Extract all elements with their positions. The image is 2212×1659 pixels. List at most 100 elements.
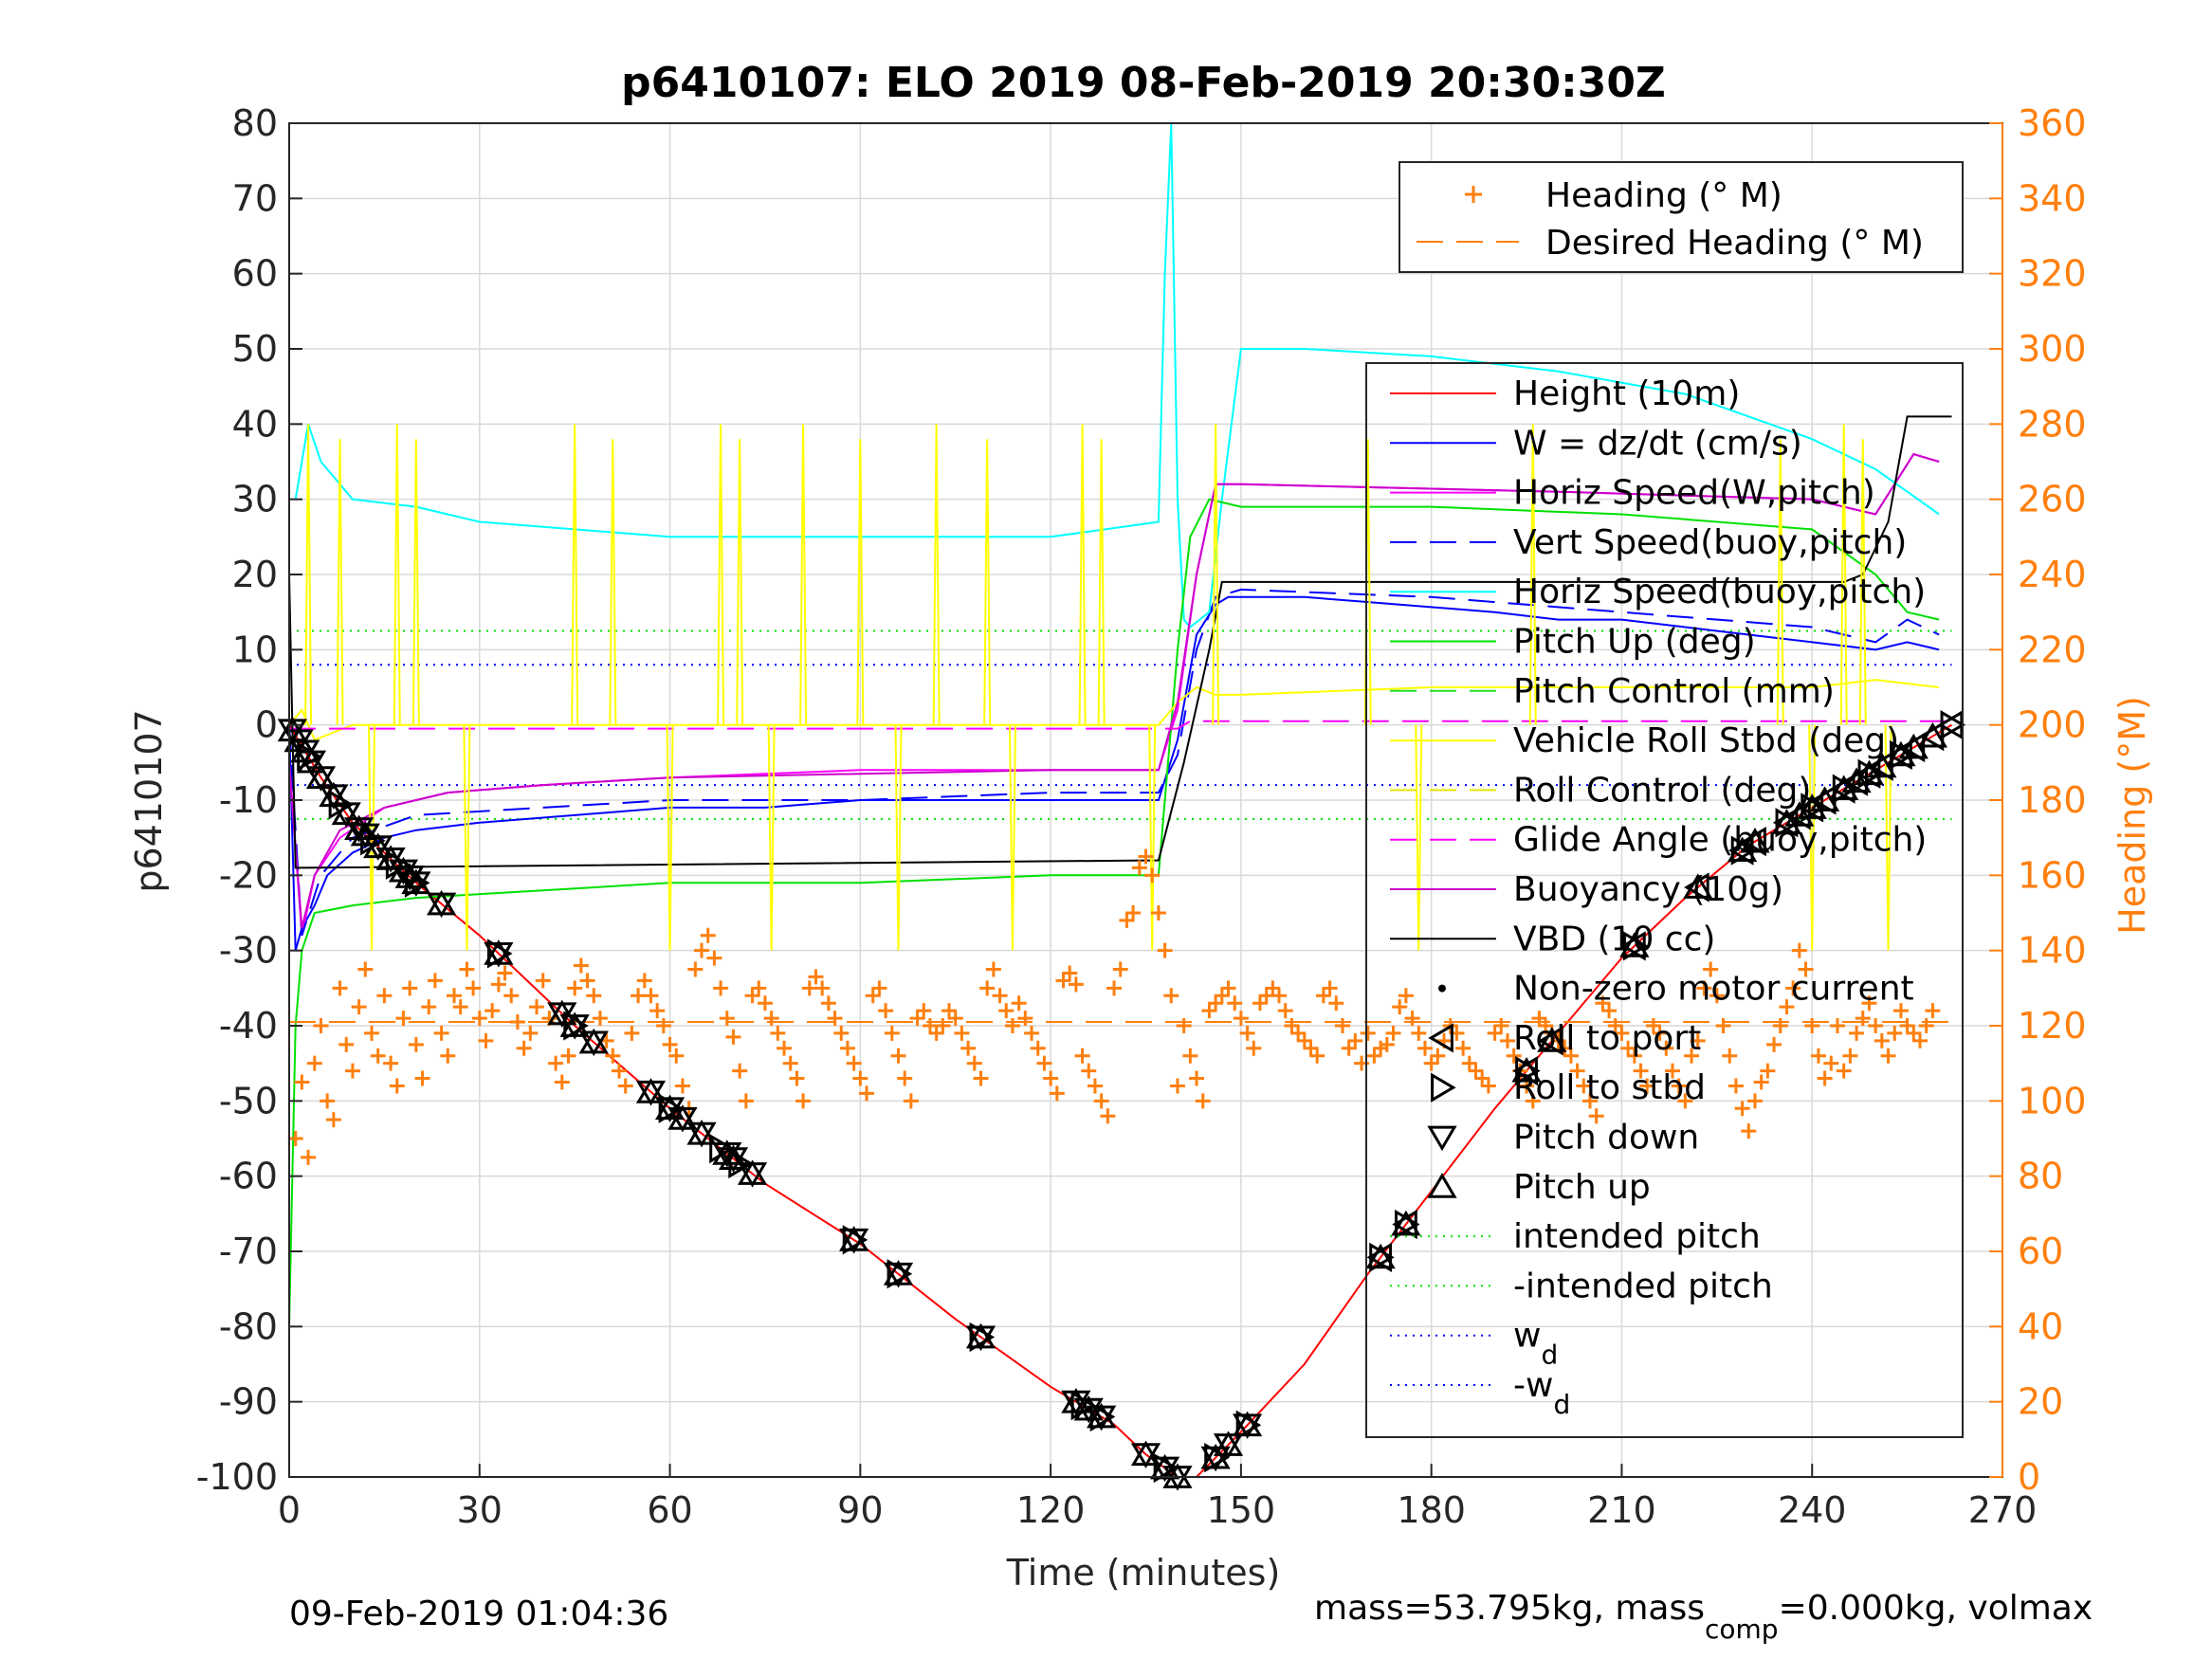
heading-point bbox=[770, 1025, 786, 1041]
heading-point bbox=[402, 980, 418, 996]
heading-point bbox=[1880, 1048, 1896, 1064]
y-tick-label: 20 bbox=[232, 554, 278, 595]
roll-spike bbox=[666, 724, 674, 951]
heading-point bbox=[612, 1063, 628, 1079]
heading-point bbox=[408, 1036, 424, 1052]
heading-point bbox=[1227, 995, 1243, 1012]
roll-spike bbox=[1528, 424, 1537, 725]
roll-spike bbox=[609, 439, 617, 725]
heading-point bbox=[1709, 988, 1725, 1004]
heading-point bbox=[301, 1149, 317, 1165]
y2-tick-label: 0 bbox=[2018, 1456, 2040, 1498]
y-tick-label: 0 bbox=[255, 704, 278, 746]
heading-point bbox=[916, 1003, 932, 1019]
heading-point bbox=[554, 1074, 570, 1090]
marker-roll-to-stbd bbox=[1890, 739, 1915, 771]
heading-point bbox=[1804, 1018, 1820, 1033]
heading-point bbox=[960, 1040, 977, 1056]
roll-spike bbox=[1148, 724, 1157, 951]
heading-point bbox=[655, 1018, 671, 1033]
roll-spike bbox=[717, 424, 725, 725]
heading-point bbox=[1703, 961, 1719, 977]
marker-layer bbox=[277, 710, 1966, 1491]
heading-point bbox=[1347, 1032, 1363, 1048]
heading-point bbox=[947, 1011, 963, 1027]
heading-point bbox=[447, 988, 463, 1004]
roll-spike bbox=[1776, 439, 1784, 725]
marker-roll-to-stbd bbox=[1515, 1055, 1541, 1086]
roll-spike bbox=[799, 424, 808, 725]
heading-point bbox=[332, 980, 348, 996]
heading-point bbox=[1043, 1070, 1059, 1086]
legend-main-label: Non-zero motor current bbox=[1513, 970, 1914, 1009]
heading-point bbox=[751, 980, 767, 996]
heading-point bbox=[484, 1003, 501, 1019]
heading-point bbox=[1011, 995, 1027, 1012]
heading-point bbox=[1779, 999, 1795, 1015]
heading-point bbox=[1233, 1011, 1249, 1027]
marker-pitch-up bbox=[667, 1104, 698, 1130]
heading-point bbox=[1823, 1055, 1839, 1071]
x-tick-label: 120 bbox=[1016, 1489, 1086, 1531]
heading-point bbox=[1861, 995, 1877, 1012]
heading-point bbox=[1836, 1063, 1852, 1079]
x-axis-ticks: 0 30 60 90 120 150 180 210 240 270 bbox=[278, 1464, 2037, 1531]
y2-tick-label: 280 bbox=[2018, 403, 2087, 445]
footer-mass-part1: mass=53.795kg, mass bbox=[1314, 1589, 1705, 1628]
legend-main-label: Vehicle Roll Stbd (deg) bbox=[1513, 721, 1899, 760]
marker-pitch-up bbox=[343, 814, 375, 841]
heading-point bbox=[674, 1078, 690, 1094]
x-axis-label: Time (minutes) bbox=[1006, 1552, 1281, 1594]
heading-point bbox=[725, 1029, 741, 1045]
heading-point bbox=[631, 988, 647, 1004]
heading-point bbox=[586, 988, 602, 1004]
marker-pitch-up bbox=[1073, 1395, 1104, 1421]
heading-point bbox=[395, 1011, 411, 1027]
legend-main-swatch bbox=[1431, 1072, 1456, 1103]
marker-pitch-up bbox=[965, 1322, 996, 1349]
heading-point bbox=[1772, 1018, 1788, 1033]
x-tick-label: 60 bbox=[647, 1489, 692, 1531]
y2-tick-label: 140 bbox=[2018, 930, 2087, 972]
footer-timestamp: 09-Feb-2019 01:04:36 bbox=[289, 1595, 668, 1633]
heading-point bbox=[846, 1055, 862, 1071]
marker-pitch-up bbox=[559, 1012, 590, 1037]
roll-spike bbox=[856, 439, 865, 725]
marker-roll-to-port bbox=[1741, 827, 1766, 857]
legend-main-label: Height (10m) bbox=[1513, 374, 1740, 413]
heading-point bbox=[1277, 1003, 1293, 1019]
heading-point bbox=[1074, 1048, 1090, 1064]
heading-point bbox=[313, 1018, 329, 1033]
y-tick-label: -100 bbox=[196, 1456, 278, 1498]
y-tick-label: 30 bbox=[232, 479, 278, 520]
y2-tick-label: 240 bbox=[2018, 554, 2087, 595]
heading-point bbox=[624, 1025, 640, 1041]
heading-point bbox=[954, 1025, 970, 1041]
marker-roll-to-stbd bbox=[1832, 774, 1858, 804]
heading-point bbox=[1588, 1108, 1604, 1124]
heading-point bbox=[1912, 1032, 1928, 1048]
heading-point bbox=[1766, 1036, 1782, 1052]
legend-heading-label: Desired Heading (° M) bbox=[1545, 224, 1924, 263]
marker-roll-to-stbd bbox=[1801, 793, 1826, 823]
heading-point bbox=[1246, 1040, 1262, 1056]
heading-point bbox=[1455, 1040, 1472, 1056]
legend-main-label: Roll Control (deg) bbox=[1513, 771, 1811, 810]
heading-layer bbox=[288, 849, 1941, 1165]
heading-point bbox=[1614, 1025, 1630, 1041]
roll-spike bbox=[571, 424, 579, 725]
marker-roll-to-stbd bbox=[563, 1011, 589, 1041]
heading-point bbox=[1581, 1093, 1598, 1109]
heading-point bbox=[617, 1078, 633, 1094]
heading-point bbox=[966, 1055, 982, 1071]
y-axis-label: p6410107 bbox=[128, 709, 170, 892]
marker-roll-to-stbd bbox=[1204, 1442, 1230, 1473]
marker-roll-to-stbd bbox=[1369, 1242, 1395, 1272]
marker-roll-to-stbd bbox=[1153, 1452, 1179, 1484]
heading-point bbox=[1569, 1063, 1585, 1079]
y-tick-label: -80 bbox=[219, 1305, 278, 1347]
heading-point bbox=[1753, 1074, 1769, 1090]
roll-spike bbox=[767, 724, 776, 951]
heading-point bbox=[1918, 1018, 1934, 1033]
marker-roll-to-stbd bbox=[1857, 758, 1884, 789]
